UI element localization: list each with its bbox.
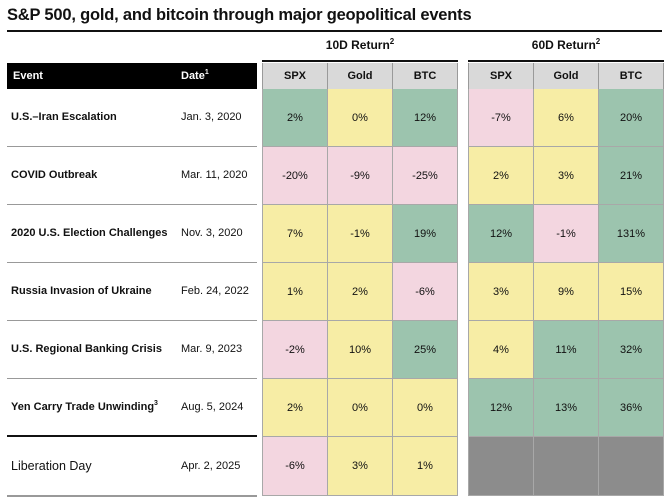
return-cell-10d: 10% — [328, 321, 393, 379]
column-header-60d-1: Gold — [534, 63, 599, 89]
return-cell-10d: -6% — [393, 263, 458, 321]
row-divider — [7, 320, 257, 321]
return-cell-60d: 12% — [468, 205, 534, 263]
event-name-text: Russia Invasion of Ukraine — [11, 285, 152, 297]
return-cell-10d: -2% — [262, 321, 328, 379]
event-date: Nov. 3, 2020 — [181, 227, 243, 239]
row-divider — [7, 435, 257, 437]
return-cell-10d: 12% — [393, 89, 458, 147]
group-label-60d-text: 60D Return — [531, 38, 596, 52]
return-cell-60d: 21% — [599, 147, 664, 205]
event-date: Feb. 24, 2022 — [181, 285, 249, 297]
event-name-text: U.S. Regional Banking Crisis — [11, 343, 162, 355]
return-cell-60d: 11% — [534, 321, 599, 379]
title-divider — [7, 30, 662, 32]
group-label-10d-text: 10D Return — [325, 38, 390, 52]
return-cell-10d: 0% — [393, 379, 458, 437]
return-cell-10d: 2% — [262, 379, 328, 437]
group-divider-60d — [468, 60, 664, 62]
return-cell-10d: 2% — [328, 263, 393, 321]
group-label-60d: 60D Return2 — [468, 37, 664, 56]
date-column-header-note: 1 — [204, 69, 209, 76]
date-column-header: Date1 — [181, 69, 209, 82]
row-divider — [7, 146, 257, 147]
row-divider — [7, 495, 257, 496]
event-date: Apr. 2, 2025 — [181, 459, 241, 472]
event-name-text: COVID Outbreak — [11, 169, 98, 181]
event-column-header: Event — [13, 70, 43, 82]
table-bottom-rule — [7, 496, 257, 497]
return-cell-60d: 12% — [468, 379, 534, 437]
page-title: S&P 500, gold, and bitcoin through major… — [7, 6, 472, 24]
return-cell-10d: -20% — [262, 147, 328, 205]
event-name-text: Yen Carry Trade Unwinding — [11, 401, 155, 413]
event-name: Russia Invasion of Ukraine — [11, 285, 152, 297]
column-header-10d-1: Gold — [328, 63, 393, 89]
return-cell-10d: 25% — [393, 321, 458, 379]
return-cell-60d: 20% — [599, 89, 664, 147]
row-divider — [7, 378, 257, 379]
event-name: Liberation Day — [11, 459, 92, 473]
row-divider — [7, 204, 257, 205]
date-column-header-text: Date — [181, 70, 205, 82]
return-cell-60d: 131% — [599, 205, 664, 263]
return-cell-10d: -6% — [262, 437, 328, 496]
return-cell-60d — [468, 437, 534, 496]
event-name: U.S.–Iran Escalation — [11, 111, 117, 123]
return-cell-60d: 3% — [468, 263, 534, 321]
return-cell-10d: -9% — [328, 147, 393, 205]
event-name-note: 3 — [154, 400, 158, 407]
return-cell-60d: 32% — [599, 321, 664, 379]
return-cell-10d: 0% — [328, 379, 393, 437]
event-name: 2020 U.S. Election Challenges — [11, 227, 168, 239]
return-cell-10d: 3% — [328, 437, 393, 496]
return-cell-60d: 6% — [534, 89, 599, 147]
event-date: Aug. 5, 2024 — [181, 401, 244, 413]
return-cell-60d: 36% — [599, 379, 664, 437]
return-cell-60d: 13% — [534, 379, 599, 437]
return-cell-10d: 0% — [328, 89, 393, 147]
group-label-60d-note: 2 — [595, 37, 601, 46]
return-cell-60d — [599, 437, 664, 496]
group-divider-10d — [262, 60, 458, 62]
row-divider — [7, 262, 257, 263]
return-cell-60d: 2% — [468, 147, 534, 205]
event-date: Mar. 9, 2023 — [181, 343, 243, 355]
return-cell-60d: -1% — [534, 205, 599, 263]
return-cell-10d: -25% — [393, 147, 458, 205]
column-header-60d-0: SPX — [468, 63, 534, 89]
return-cell-10d: 1% — [393, 437, 458, 496]
column-header-10d-2: BTC — [393, 63, 458, 89]
return-cell-60d — [534, 437, 599, 496]
table-header-bar: Event Date1 — [7, 63, 257, 89]
group-label-10d-note: 2 — [389, 37, 395, 46]
column-header-60d-2: BTC — [599, 63, 664, 89]
return-cell-10d: 1% — [262, 263, 328, 321]
event-name: Yen Carry Trade Unwinding3 — [11, 400, 158, 413]
group-label-10d: 10D Return2 — [262, 37, 458, 56]
column-header-10d-0: SPX — [262, 63, 328, 89]
event-date: Jan. 3, 2020 — [181, 111, 242, 123]
event-name: U.S. Regional Banking Crisis — [11, 343, 162, 355]
return-cell-10d: 19% — [393, 205, 458, 263]
return-cell-60d: 4% — [468, 321, 534, 379]
event-date: Mar. 11, 2020 — [181, 169, 248, 181]
event-name: COVID Outbreak — [11, 169, 97, 181]
return-cell-60d: -7% — [468, 89, 534, 147]
return-cell-60d: 15% — [599, 263, 664, 321]
return-cell-60d: 9% — [534, 263, 599, 321]
return-cell-10d: 2% — [262, 89, 328, 147]
event-name-text: Liberation Day — [11, 458, 92, 473]
event-name-text: 2020 U.S. Election Challenges — [11, 227, 168, 239]
return-cell-60d: 3% — [534, 147, 599, 205]
return-cell-10d: -1% — [328, 205, 393, 263]
return-cell-10d: 7% — [262, 205, 328, 263]
event-name-text: U.S.–Iran Escalation — [11, 111, 117, 123]
